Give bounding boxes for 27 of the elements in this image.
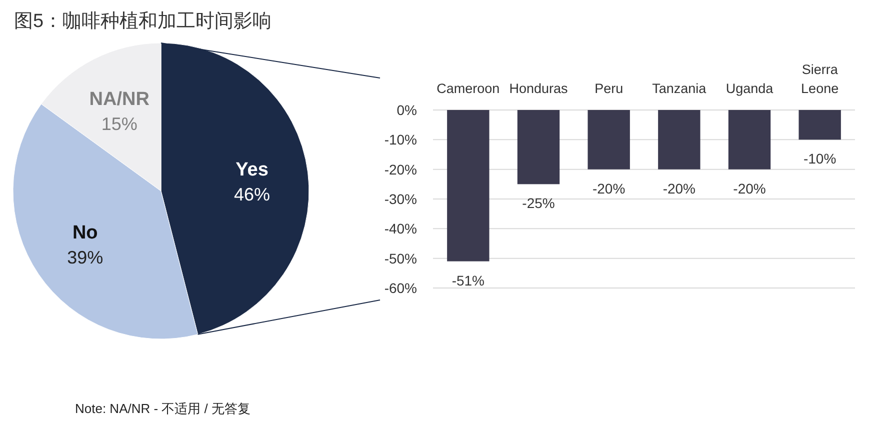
slice-label: NA/NR <box>89 89 150 110</box>
data-label: -25% <box>522 195 555 212</box>
data-label: -10% <box>803 150 836 167</box>
x-tick-label: Uganda <box>726 81 774 96</box>
y-tick-label: 0% <box>396 102 417 118</box>
x-tick-label: Peru <box>594 81 624 96</box>
data-label: -20% <box>662 180 696 196</box>
x-tick-label: Sierra Leone <box>801 62 839 96</box>
y-tick-label: -10% <box>384 132 417 148</box>
text: Note: NA/NR - 不适用 / 无答复 <box>75 401 251 416</box>
y-tick-label: -50% <box>384 250 417 266</box>
y-tick-label: -20% <box>384 161 417 178</box>
y-tick-label: -30% <box>384 191 417 207</box>
chart-title: 图5：咖啡种植和加工时间影响 <box>14 11 272 32</box>
data-label: -51% <box>452 272 485 288</box>
x-tick-label: Honduras <box>509 81 568 96</box>
slice-label: Yes <box>236 160 268 180</box>
data-label: -20% <box>592 180 626 196</box>
data-label: -20% <box>733 180 766 196</box>
data-label: 39% <box>67 248 104 268</box>
y-tick-label: -60% <box>384 280 417 296</box>
data-label: 46% <box>234 184 270 204</box>
data-label: 15% <box>101 114 138 134</box>
slice-label: No <box>72 222 98 244</box>
y-tick-label: -40% <box>384 220 417 237</box>
x-tick-label: Tanzania <box>652 81 707 96</box>
x-tick-label: Cameroon <box>436 81 500 96</box>
